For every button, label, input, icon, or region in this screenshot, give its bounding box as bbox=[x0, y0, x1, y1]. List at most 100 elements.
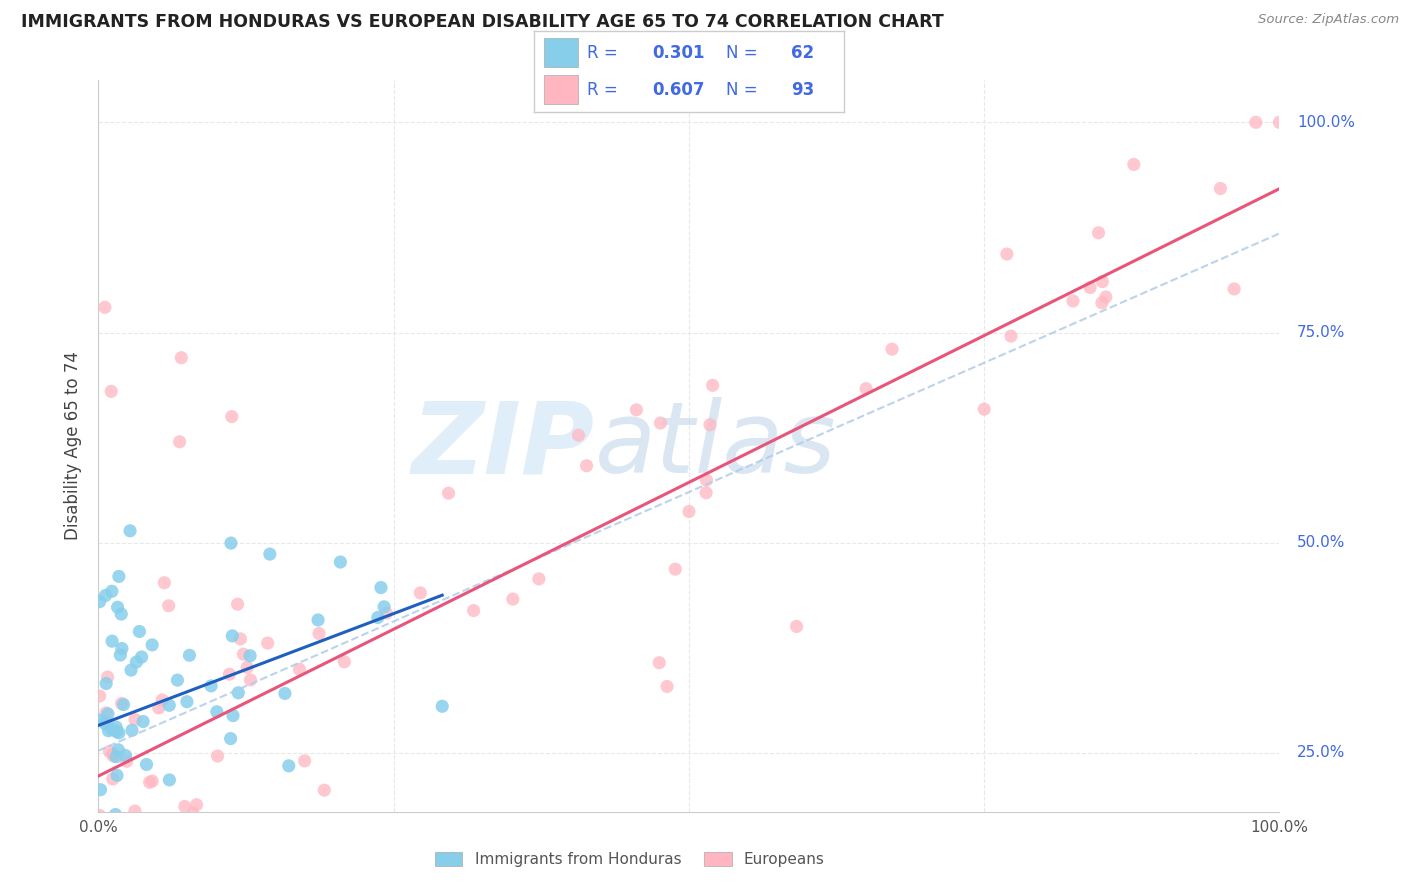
Point bbox=[101, 634, 124, 648]
Point bbox=[105, 749, 128, 764]
Text: ZIP: ZIP bbox=[412, 398, 595, 494]
Point bbox=[100, 384, 122, 399]
Point bbox=[124, 804, 146, 818]
Point bbox=[648, 656, 671, 670]
Point bbox=[1268, 115, 1291, 129]
Point bbox=[1078, 280, 1101, 294]
Point bbox=[219, 536, 242, 550]
Point bbox=[1062, 293, 1084, 308]
Point bbox=[219, 731, 242, 746]
Text: R =: R = bbox=[586, 81, 623, 99]
Point bbox=[169, 434, 191, 449]
Point bbox=[89, 782, 111, 797]
Point bbox=[855, 382, 877, 396]
Point bbox=[89, 595, 111, 609]
Point bbox=[200, 679, 222, 693]
Point bbox=[118, 524, 141, 538]
Point bbox=[132, 714, 155, 729]
Point bbox=[880, 342, 903, 356]
Text: 50.0%: 50.0% bbox=[1298, 535, 1346, 550]
Point bbox=[105, 724, 128, 739]
Point bbox=[170, 351, 193, 365]
Point bbox=[218, 667, 240, 681]
Point bbox=[94, 589, 117, 603]
Point bbox=[1091, 295, 1114, 310]
Text: 0.301: 0.301 bbox=[652, 44, 704, 62]
Point bbox=[108, 569, 131, 583]
Text: 0.607: 0.607 bbox=[652, 81, 704, 99]
Point bbox=[112, 698, 135, 712]
Point bbox=[89, 689, 111, 703]
Point bbox=[333, 655, 356, 669]
Point bbox=[432, 699, 454, 714]
Point bbox=[111, 641, 134, 656]
Point bbox=[329, 555, 352, 569]
Point bbox=[135, 757, 157, 772]
Point bbox=[1209, 181, 1232, 195]
Point bbox=[110, 607, 132, 621]
Point bbox=[124, 713, 146, 727]
Point bbox=[786, 619, 808, 633]
Text: R =: R = bbox=[586, 44, 623, 62]
Point bbox=[91, 837, 114, 851]
Point bbox=[97, 849, 120, 863]
Point bbox=[232, 647, 254, 661]
Point bbox=[111, 838, 134, 852]
Point bbox=[157, 599, 180, 613]
Point bbox=[221, 629, 243, 643]
Point bbox=[437, 486, 460, 500]
Point bbox=[105, 720, 128, 734]
Point bbox=[150, 693, 173, 707]
Point bbox=[1091, 275, 1114, 289]
Point bbox=[141, 774, 163, 789]
Point bbox=[567, 428, 589, 442]
Point bbox=[308, 626, 330, 640]
Point bbox=[655, 680, 678, 694]
Point bbox=[94, 676, 117, 690]
Point bbox=[107, 600, 129, 615]
Point bbox=[228, 686, 250, 700]
Point bbox=[101, 723, 124, 737]
Point bbox=[294, 754, 316, 768]
Point bbox=[259, 547, 281, 561]
Point bbox=[105, 768, 128, 782]
Text: IMMIGRANTS FROM HONDURAS VS EUROPEAN DISABILITY AGE 65 TO 74 CORRELATION CHART: IMMIGRANTS FROM HONDURAS VS EUROPEAN DIS… bbox=[21, 13, 943, 31]
Point bbox=[1095, 290, 1118, 304]
Point bbox=[229, 632, 252, 646]
Point bbox=[94, 300, 117, 314]
Point bbox=[664, 562, 686, 576]
Text: 75.0%: 75.0% bbox=[1298, 325, 1346, 340]
Point bbox=[288, 662, 311, 676]
Point bbox=[90, 847, 112, 862]
Point bbox=[148, 701, 170, 715]
Y-axis label: Disability Age 65 to 74: Disability Age 65 to 74 bbox=[65, 351, 83, 541]
Point bbox=[1244, 115, 1267, 129]
Point bbox=[1087, 226, 1109, 240]
Point bbox=[101, 856, 124, 871]
Point bbox=[121, 888, 143, 892]
Point bbox=[370, 581, 392, 595]
Point bbox=[107, 743, 129, 757]
Point bbox=[1122, 157, 1144, 171]
Point bbox=[94, 714, 117, 729]
Text: 62: 62 bbox=[792, 44, 814, 62]
Point bbox=[101, 584, 124, 599]
Point bbox=[463, 603, 485, 617]
Point bbox=[207, 749, 229, 764]
Point bbox=[110, 648, 132, 662]
Point bbox=[114, 748, 136, 763]
Point bbox=[373, 599, 395, 614]
Legend: Immigrants from Honduras, Europeans: Immigrants from Honduras, Europeans bbox=[429, 847, 831, 873]
Point bbox=[575, 458, 598, 473]
Point bbox=[94, 706, 117, 720]
Point bbox=[502, 592, 524, 607]
Point bbox=[90, 713, 112, 727]
FancyBboxPatch shape bbox=[544, 76, 578, 104]
Point bbox=[274, 686, 297, 700]
Point bbox=[179, 648, 201, 663]
Point bbox=[409, 586, 432, 600]
Text: N =: N = bbox=[725, 44, 763, 62]
Point bbox=[239, 648, 262, 663]
Text: N =: N = bbox=[725, 81, 763, 99]
Point bbox=[141, 638, 163, 652]
